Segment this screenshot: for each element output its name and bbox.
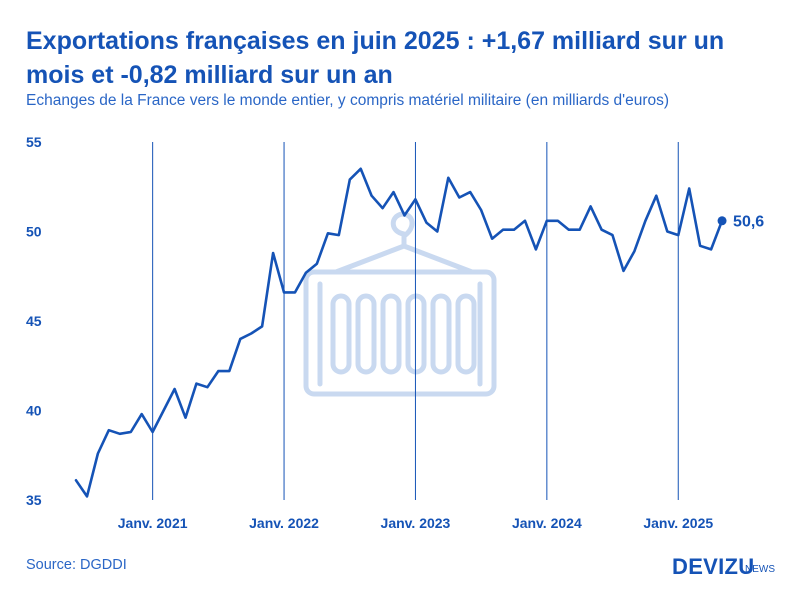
source-note: Source: DGDDI [26,557,127,573]
x-tick-label: Janv. 2022 [249,515,319,531]
y-tick-label: 40 [26,403,42,419]
y-tick-label: 35 [26,492,42,508]
chart-title: Exportations françaises en juin 2025 : +… [26,27,725,89]
container-hanger-watermark-icon [303,211,497,397]
y-tick-label: 50 [26,224,42,240]
last-value-label: 50,6 [733,213,764,230]
chart-subtitle: Echanges de la France vers le monde enti… [26,92,670,109]
x-tick-label: Janv. 2021 [118,515,188,531]
brand-logo: DEVIZU [672,554,755,579]
brand-logo-suffix: NEWS [745,564,775,575]
y-tick-label: 55 [26,134,42,150]
x-tick-label: Janv. 2025 [643,515,713,531]
series-line-exports [74,167,724,498]
last-point-marker [717,216,727,226]
x-tick-label: Janv. 2023 [381,515,451,531]
y-tick-label: 45 [26,313,42,329]
x-tick-label: Janv. 2024 [512,515,582,531]
